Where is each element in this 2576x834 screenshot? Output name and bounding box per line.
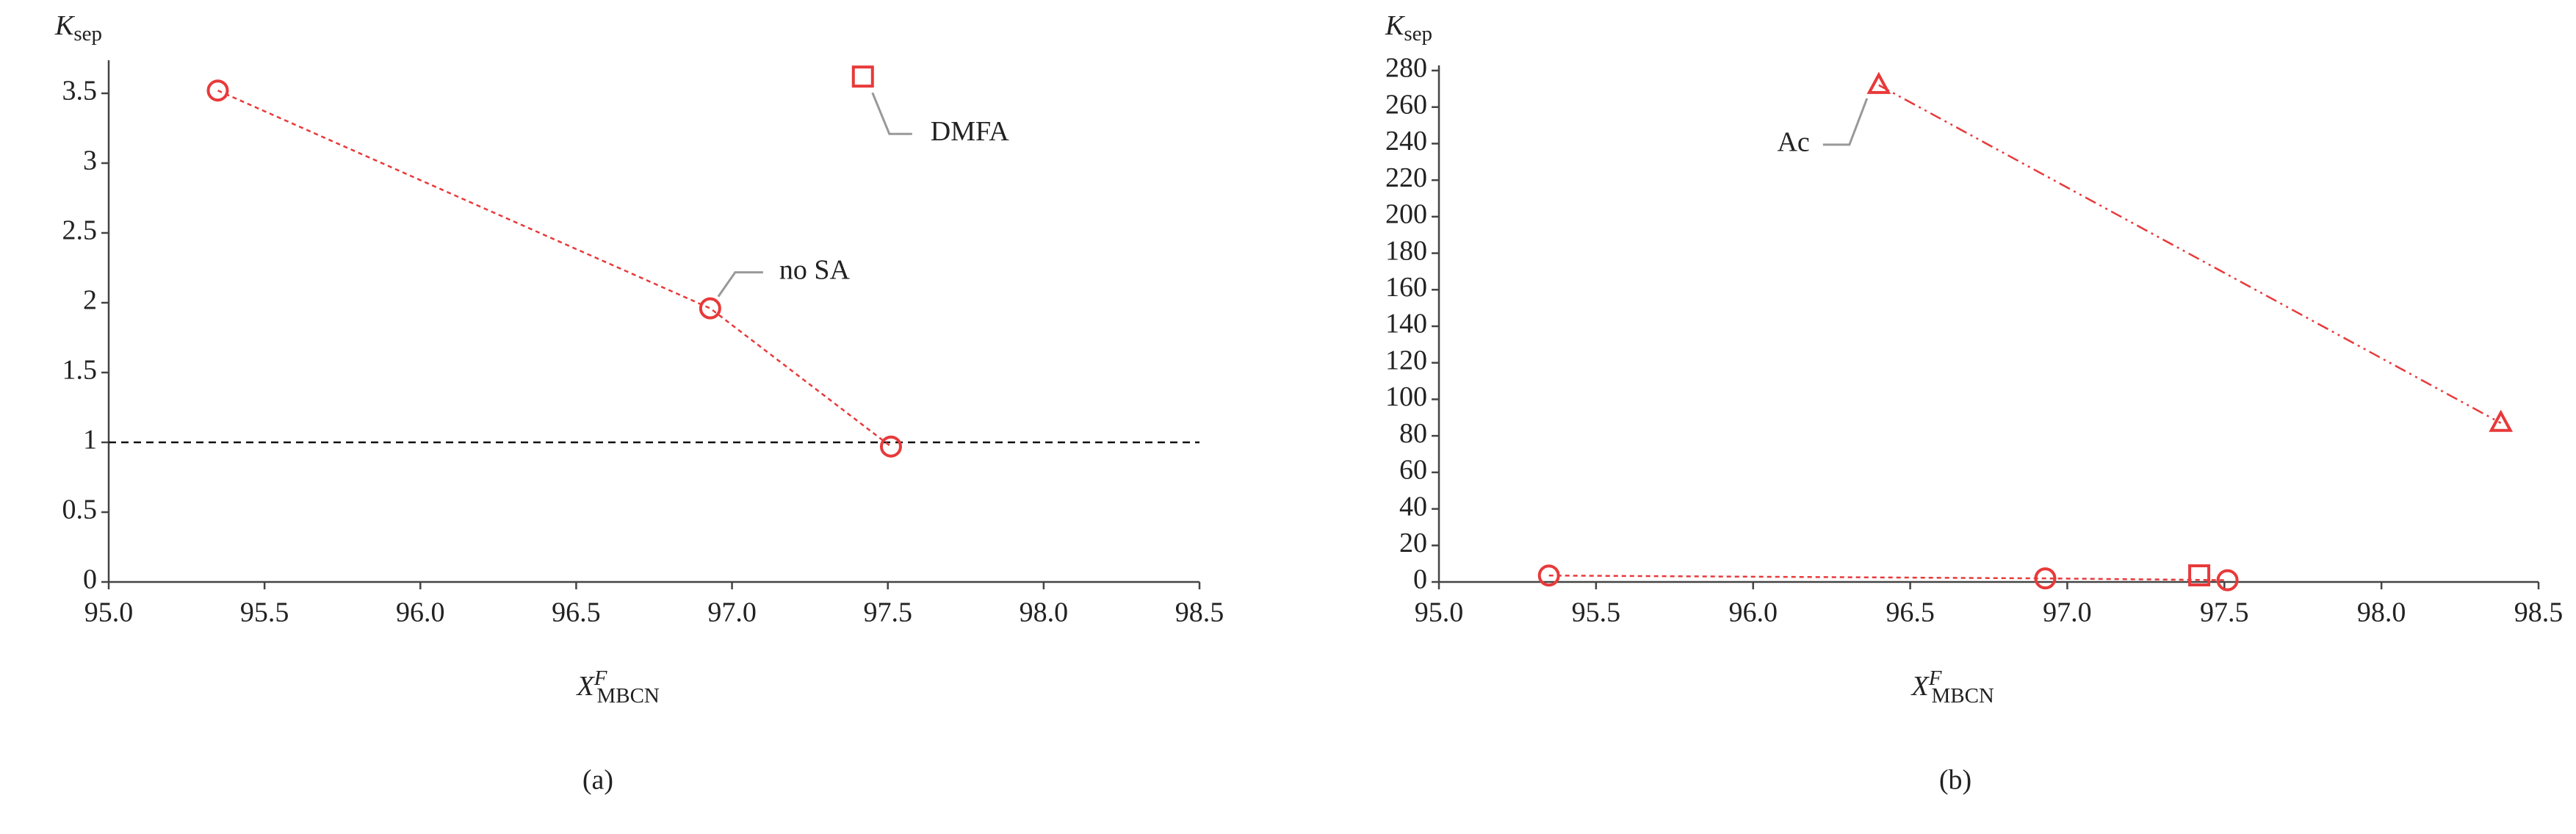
annotation: no SA <box>779 254 851 285</box>
series-line <box>1878 84 2502 424</box>
y-tick-label: 240 <box>1385 126 1427 157</box>
x-label-sup: F <box>594 666 607 690</box>
panel-label: (a) <box>582 765 613 796</box>
y-tick-label: 0 <box>83 564 97 595</box>
marker <box>699 297 721 320</box>
x-tick-label: 98.0 <box>2357 597 2406 628</box>
x-tick-label: 96.0 <box>1728 597 1778 628</box>
marker <box>879 435 902 458</box>
y-tick-label: 2.5 <box>62 215 98 246</box>
y-tick-label: 0 <box>1413 564 1427 595</box>
y-tick-label: 3.5 <box>62 76 98 107</box>
x-label-sub: MBCN <box>596 684 659 708</box>
leader-line <box>871 92 912 135</box>
marker <box>1537 564 1560 587</box>
x-label-sup: F <box>1928 666 1942 690</box>
y-tick-label: 100 <box>1385 381 1427 412</box>
marker <box>2034 567 2057 590</box>
annotation: DMFA <box>931 116 1010 147</box>
y-tick-label: 280 <box>1385 53 1427 84</box>
x-tick-label: 97.5 <box>863 597 912 628</box>
y-tick-label: 20 <box>1399 528 1427 558</box>
marker <box>2216 569 2239 592</box>
y-tick-label: 80 <box>1399 418 1427 449</box>
x-label-main: X <box>576 671 596 702</box>
marker <box>851 65 874 88</box>
x-tick-label: 95.0 <box>1415 597 1464 628</box>
y-label-sub: sep <box>73 22 102 46</box>
panel-label: (b) <box>1939 765 1971 796</box>
y-axis-label: Ksep <box>1385 10 1432 46</box>
y-tick-label: 0.5 <box>62 495 98 525</box>
x-tick-label: 95.5 <box>1572 597 1621 628</box>
x-tick-label: 96.0 <box>396 597 445 628</box>
y-tick-label: 160 <box>1385 272 1427 303</box>
y-tick-label: 1.5 <box>62 355 98 386</box>
x-tick-label: 97.0 <box>2043 597 2092 628</box>
x-tick-label: 96.5 <box>1886 597 1935 628</box>
series-line <box>1548 575 2228 581</box>
y-tick-label: 140 <box>1385 309 1427 339</box>
x-tick-label: 97.0 <box>707 597 757 628</box>
y-tick-label: 260 <box>1385 89 1427 120</box>
y-tick-label: 3 <box>83 145 97 176</box>
y-axis-label: Ksep <box>54 10 102 46</box>
x-tick-label: 95.5 <box>240 597 289 628</box>
x-tick-label: 96.5 <box>552 597 601 628</box>
x-tick-label: 97.5 <box>2200 597 2249 628</box>
y-tick-label: 220 <box>1385 162 1427 193</box>
y-tick-label: 180 <box>1385 235 1427 266</box>
series-line <box>217 90 892 447</box>
y-label-main: K <box>1385 10 1405 41</box>
x-axis-label: XF MBCN <box>576 666 660 708</box>
y-tick-label: 120 <box>1385 345 1427 375</box>
x-tick-label: 98.0 <box>1020 597 1069 628</box>
annotation: Ac <box>1777 127 1809 158</box>
leader-line <box>717 271 763 298</box>
leader-line <box>1822 98 1869 146</box>
x-tick-label: 95.0 <box>84 597 134 628</box>
marker <box>2489 409 2514 432</box>
y-tick-label: 60 <box>1399 455 1427 486</box>
x-tick-label: 98.5 <box>2514 597 2564 628</box>
marker <box>206 79 229 102</box>
y-tick-label: 40 <box>1399 491 1427 522</box>
marker <box>1866 71 1891 94</box>
y-tick-label: 200 <box>1385 199 1427 230</box>
y-tick-label: 2 <box>83 285 97 316</box>
x-label-main: X <box>1911 671 1930 702</box>
marker <box>2188 564 2211 587</box>
y-label-main: K <box>54 10 75 41</box>
x-tick-label: 98.5 <box>1175 597 1224 628</box>
y-tick-label: 1 <box>83 425 97 456</box>
x-label-sub: MBCN <box>1931 684 1994 708</box>
y-label-sub: sep <box>1404 22 1432 46</box>
x-axis-label: XF MBCN <box>1911 666 1994 708</box>
